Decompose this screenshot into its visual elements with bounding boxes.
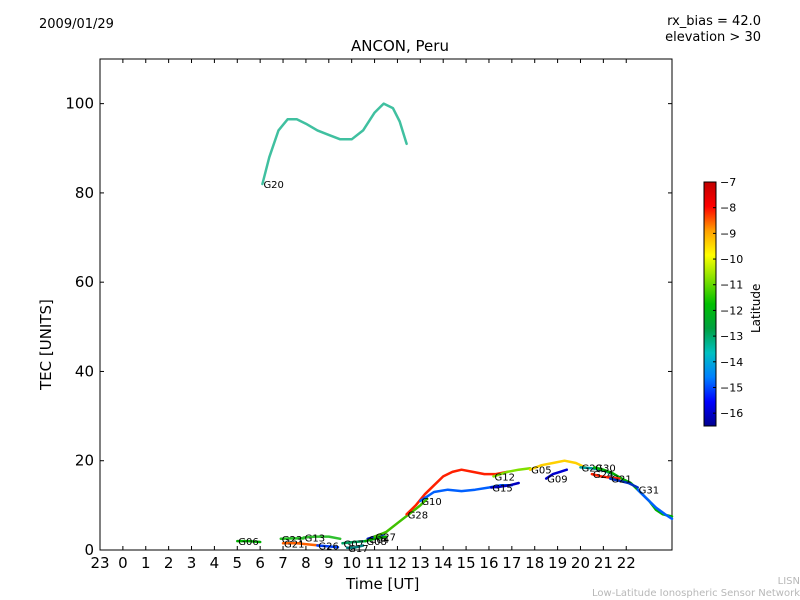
x-tick-label: 1 [141,554,151,572]
series-label-g21: G21 [284,539,304,550]
x-tick-label: 13 [411,554,430,572]
date-label: 2009/01/29 [39,17,114,32]
colorbar-tick-label: −16 [720,407,743,420]
x-tick-label: 21 [594,554,613,572]
series-line-g17 [345,544,365,550]
x-tick-label: 9 [324,554,334,572]
y-tick-label: 80 [75,184,94,202]
series-line-g31 [636,488,674,521]
series-label-g06: G06 [238,537,258,548]
rx-bias-label: rx_bias = 42.0 [667,14,761,29]
series-line-g28 [405,468,509,516]
series-line-g13 [302,535,342,541]
x-tick-label: 7 [278,554,288,572]
chart-title: ANCON, Peru [351,37,449,55]
x-tick-label: 14 [434,554,453,572]
x-axis-label: Time [UT] [346,575,420,593]
series-label-g17: G17 [348,544,368,555]
series-line-g21 [281,542,321,547]
series-label-g27: G27 [376,533,396,544]
x-tick-label: 20 [571,554,590,572]
x-tick-label: 10 [342,554,361,572]
series-label-g12: G12 [495,472,515,483]
series-label-g10: G10 [421,497,441,508]
series-label-g21: G21 [611,475,631,486]
series-label-g26: G26 [318,542,338,553]
x-tick-label: 8 [301,554,311,572]
x-tick-label: 6 [255,554,265,572]
y-tick-label: 60 [75,273,94,291]
series-line-g12 [492,467,532,478]
colorbar-tick-label: −12 [720,304,743,317]
x-tick-label: 17 [502,554,521,572]
colorbar-gradient [703,181,717,427]
y-tick-label: 0 [84,541,94,559]
x-tick-label: 23 [90,554,109,572]
series-line-g09 [544,468,569,480]
x-tick-label: 0 [118,554,128,572]
x-tick-label: 11 [365,554,384,572]
series-line-g21 [608,477,639,489]
colorbar-tick-label: −14 [720,356,743,369]
x-tick-label: 12 [388,554,407,572]
colorbar-tick-label: −9 [720,227,736,240]
series-label-g24: G24 [593,470,613,481]
series-label-g07: G07 [344,539,364,550]
colorbar-tick-label: −7 [720,176,736,189]
series-line-g15 [489,481,520,489]
x-tick-label: 5 [233,554,243,572]
colorbar-tick-label: −8 [720,202,736,215]
series-label-g15: G15 [492,484,512,495]
series-label-g09: G09 [547,475,567,486]
x-tick-label: 2 [164,554,174,572]
series-line-g06 [236,539,262,544]
series-line-g24 [590,472,621,480]
credit-line-2: Low-Latitude Ionospheric Sensor Network [592,588,800,599]
series-label-g08: G08 [366,537,386,548]
elevation-label: elevation > 30 [665,30,761,45]
series-line-g20 [261,102,408,186]
y-tick-label: 20 [75,452,94,470]
y-tick-label: 40 [75,362,94,380]
x-tick-label: 3 [187,554,197,572]
series-label-g20: G20 [263,180,283,191]
y-tick-label: 100 [65,95,94,113]
plot-frame [99,58,673,551]
bias-info: rx_bias = 42.0 elevation > 30 [665,14,761,46]
colorbar-tick-label: −15 [720,381,743,394]
series-line-g07 [341,539,367,545]
colorbar-tick-label: −11 [720,279,743,292]
series-label-g13: G13 [305,534,325,545]
series-label-g30: G30 [595,463,615,474]
credit-line-1: LISN [777,576,800,587]
series-label-g04: G04 [369,535,389,546]
x-tick-label: 4 [210,554,220,572]
series-label-g23: G23 [282,535,302,546]
colorbar-tick-label: −13 [720,330,743,343]
series-label-g05: G05 [531,466,551,477]
series-label-g31: G31 [639,486,659,497]
colorbar-tick-label: −10 [720,253,743,266]
series-line-g27 [373,497,429,538]
x-tick-label: 22 [617,554,636,572]
credit-text: LISN Low-Latitude Ionospheric Sensor Net… [592,576,800,600]
x-tick-label: 18 [525,554,544,572]
series-label-g29: G29 [581,463,601,474]
series-line-g05 [528,459,587,471]
series-label-g28: G28 [408,510,428,521]
x-tick-label: 15 [457,554,476,572]
series-line-g26 [316,544,340,549]
x-tick-label: 16 [479,554,498,572]
x-tick-label: 19 [548,554,567,572]
series-line-g08 [364,535,388,543]
